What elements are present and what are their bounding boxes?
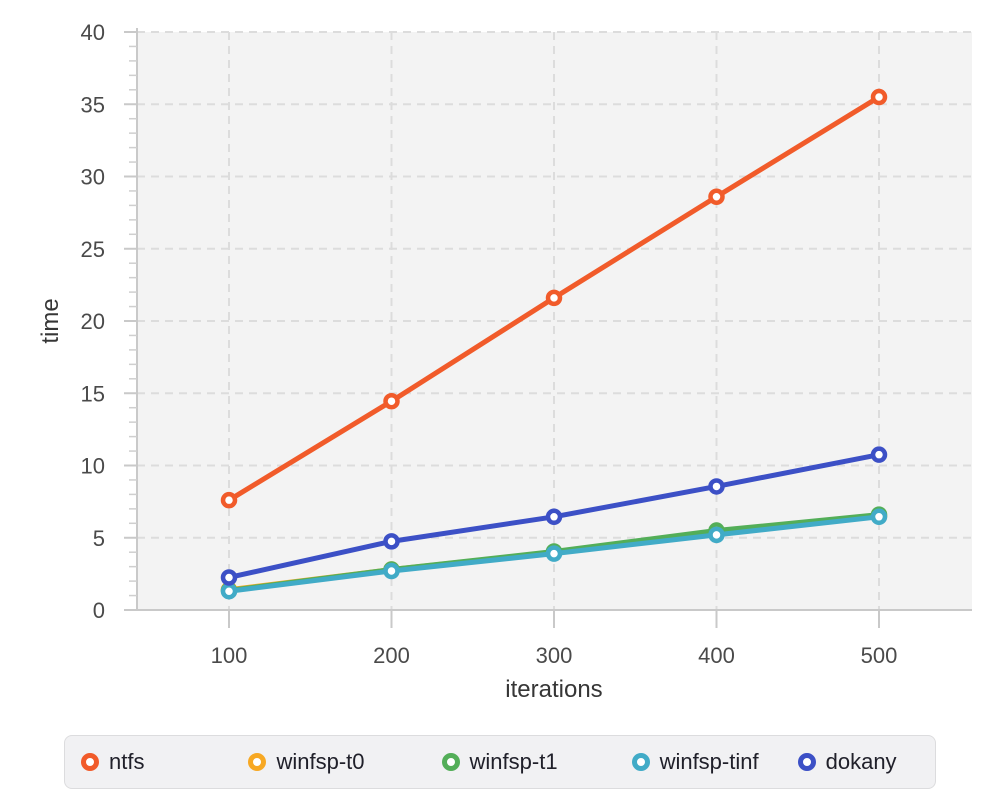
- data-point-winfsp-tinf: [708, 526, 725, 544]
- legend-marker-icon: [81, 753, 99, 771]
- data-point-winfsp-tinf: [383, 562, 400, 580]
- legend-marker-icon: [631, 753, 650, 771]
- series-layer: [220, 88, 888, 600]
- legend-label: ntfs: [109, 749, 145, 774]
- plot-svg: 0 5 10 15 20 25 30 35 40 100 200 300 400 500 iteratio…: [37, 20, 972, 703]
- data-point-ntfs: [383, 392, 400, 410]
- data-point-ntfs: [545, 289, 563, 307]
- y-tick-label: 35: [81, 92, 105, 117]
- y-tick-label: 0: [93, 598, 105, 623]
- legend-marker-icon: [441, 753, 460, 771]
- legend-item-winfsp-tinf[interactable]: winfsp-tinf: [631, 749, 759, 775]
- legend-label: winfsp-tinf: [659, 749, 759, 774]
- x-tick-label: 100: [211, 643, 248, 668]
- data-point-dokany: [870, 446, 888, 463]
- data-point-winfsp-tinf: [220, 582, 238, 600]
- x-axis-title: iterations: [505, 676, 602, 703]
- legend-marker-icon: [248, 753, 267, 771]
- data-point-ntfs: [870, 88, 888, 106]
- legend-label: winfsp-t1: [469, 749, 558, 774]
- legend-label: winfsp-t0: [276, 749, 365, 774]
- legend: ntfs winfsp-t0 winfsp-t1 winfsp-tinf dokany: [64, 735, 936, 789]
- data-point-ntfs: [220, 491, 238, 509]
- legend-item-dokany[interactable]: dokany: [797, 749, 897, 775]
- y-tick-label: 20: [81, 309, 105, 334]
- x-tick-label: 300: [536, 643, 573, 668]
- data-point-dokany: [708, 478, 725, 495]
- y-tick-label: 15: [81, 381, 105, 406]
- y-axis-title: time: [37, 298, 64, 343]
- legend-item-winfsp-t1[interactable]: winfsp-t1: [441, 749, 558, 775]
- x-tick-label: 400: [698, 643, 735, 668]
- y-tick-label: 25: [81, 237, 105, 262]
- data-point-winfsp-tinf: [545, 545, 563, 562]
- legend-label: dokany: [825, 749, 897, 774]
- x-tick-label: 200: [373, 643, 410, 668]
- data-point-winfsp-tinf: [870, 508, 888, 526]
- tick-labels: 0 5 10 15 20 25 30 35 40 100 200 300 400 500: [81, 20, 898, 668]
- legend-marker-icon: [797, 753, 816, 771]
- data-point-dokany: [383, 533, 400, 550]
- data-point-dokany: [220, 569, 238, 586]
- y-tick-label: 10: [81, 454, 105, 479]
- x-tick-label: 500: [861, 643, 898, 668]
- ticks: [124, 31, 880, 628]
- legend-item-ntfs[interactable]: ntfs: [81, 749, 144, 775]
- y-tick-label: 40: [81, 20, 105, 45]
- legend-item-winfsp-t0[interactable]: winfsp-t0: [248, 749, 365, 775]
- y-tick-label: 30: [81, 165, 105, 190]
- y-tick-label: 5: [93, 526, 105, 551]
- data-point-dokany: [545, 508, 563, 526]
- data-point-ntfs: [708, 188, 725, 205]
